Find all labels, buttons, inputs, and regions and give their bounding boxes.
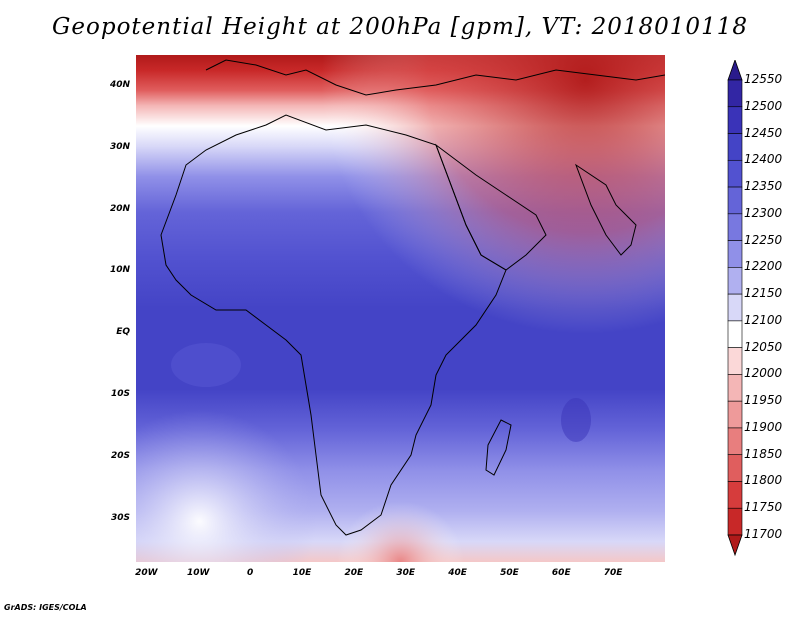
colorbar-level-label: 12550 xyxy=(744,72,783,86)
colorbar-segment xyxy=(727,240,743,268)
lat-tick-label: 30S xyxy=(110,512,130,523)
colorbar-level-label: 12200 xyxy=(744,259,783,274)
colorbar-segment xyxy=(727,427,743,456)
colorbar-level-label: 12500 xyxy=(744,98,783,113)
lon-tick-label: 40E xyxy=(448,568,467,578)
lon-tick-label: 0 xyxy=(246,568,254,578)
colorbar-bottom-arrow xyxy=(727,534,743,557)
colorbar-level-label: 11750 xyxy=(744,500,783,515)
colorbar-level-label: 12050 xyxy=(744,339,783,354)
colorbar-level-label: 12300 xyxy=(744,205,783,220)
colorbar xyxy=(727,60,743,557)
lon-tick-label: 20W xyxy=(135,568,158,578)
footer-credit: GrADS: IGES/COLA xyxy=(4,603,87,612)
europe-coastline xyxy=(205,59,665,96)
colorbar-segment xyxy=(727,481,743,509)
lat-tick-label: 10N xyxy=(109,265,130,276)
africa-coastline xyxy=(160,114,507,536)
colorbar-level-label: 12150 xyxy=(744,286,783,301)
lon-tick-label: 10E xyxy=(292,568,312,578)
colorbar-level-label: 11800 xyxy=(744,473,783,488)
lat-tick-label: 20N xyxy=(109,203,130,214)
colorbar-segment xyxy=(727,347,743,375)
colorbar-level-label: 12400 xyxy=(744,152,783,167)
colorbar-segment xyxy=(727,400,743,429)
colorbar-segment xyxy=(727,79,743,108)
colorbar-segment xyxy=(727,293,743,322)
colorbar-level-label: 11900 xyxy=(744,419,783,434)
colorbar-top-arrow xyxy=(727,60,743,81)
colorbar-level-label: 11950 xyxy=(744,393,783,408)
india-outline xyxy=(574,163,637,256)
field-indian-ocean-patch xyxy=(561,398,591,442)
lon-tick-label: 30E xyxy=(396,568,416,578)
colorbar-level-label: 12000 xyxy=(744,366,783,381)
lat-tick-label: 30N xyxy=(109,141,130,152)
lat-tick-label: 40N xyxy=(109,79,130,90)
colorbar-segment xyxy=(727,159,743,188)
colorbar-segment xyxy=(727,374,743,402)
colorbar-segment xyxy=(727,267,743,295)
lat-tick-label: 10S xyxy=(110,389,130,400)
geopotential-field xyxy=(136,55,665,562)
colorbar-level-label: 11850 xyxy=(744,446,783,461)
field-south-low xyxy=(136,55,665,562)
colorbar-segment xyxy=(727,454,743,482)
arabian-peninsula xyxy=(434,143,547,271)
madagascar-outline xyxy=(485,419,512,476)
colorbar-segment xyxy=(727,213,743,241)
colorbar-level-label: 12250 xyxy=(744,232,783,247)
lat-tick-label: EQ xyxy=(116,327,130,338)
colorbar-segment xyxy=(727,106,743,134)
lon-tick-label: 50E xyxy=(500,568,519,578)
map-panel xyxy=(136,55,665,562)
colorbar-level-label: 12450 xyxy=(744,125,783,140)
field-atlantic-patch xyxy=(171,343,241,387)
colorbar-level-label: 12100 xyxy=(744,312,783,327)
map-title: Geopotential Height at 200hPa [gpm], VT:… xyxy=(52,14,748,40)
colorbar-segment xyxy=(727,320,743,348)
lon-tick-label: 10W xyxy=(187,568,210,578)
colorbar-level-label: 11700 xyxy=(744,527,783,541)
colorbar-level-label: 12350 xyxy=(744,179,783,194)
lon-tick-label: 20E xyxy=(344,568,364,578)
colorbar-segment xyxy=(727,507,743,536)
colorbar-segment xyxy=(727,133,743,161)
lat-tick-label: 20S xyxy=(110,450,130,461)
colorbar-segment xyxy=(727,186,743,215)
lon-tick-label: 60E xyxy=(551,568,571,578)
lon-tick-label: 70E xyxy=(603,568,623,578)
